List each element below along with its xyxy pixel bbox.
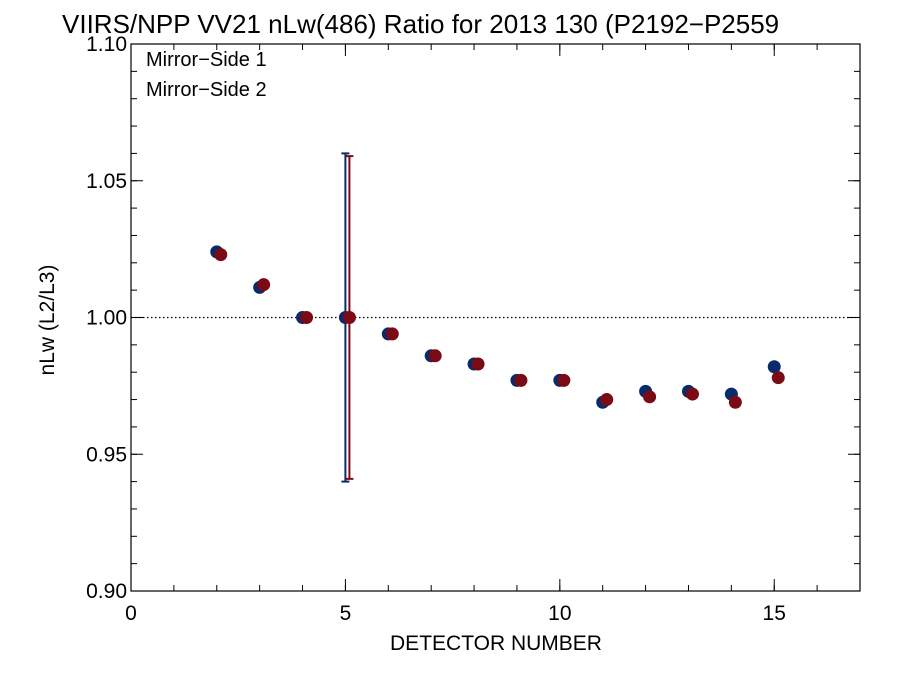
y-tick-label: 0.95 xyxy=(86,443,127,466)
chart-title: VIIRS/NPP VV21 nLw(486) Ratio for 2013 1… xyxy=(62,9,779,39)
data-point-series-1 xyxy=(767,360,781,374)
data-point-series-2 xyxy=(685,387,699,401)
data-point-series-2 xyxy=(643,390,657,404)
x-tick-label: 0 xyxy=(125,602,137,625)
y-tick-label: 1.00 xyxy=(86,307,127,330)
x-axis-label: DETECTOR NUMBER xyxy=(390,632,602,655)
y-axis-label: nLw (L2/L3) xyxy=(36,265,59,376)
data-point-series-2 xyxy=(257,278,271,292)
y-tick-label: 1.10 xyxy=(86,33,127,56)
data-point-series-2 xyxy=(557,373,571,387)
plot-area: 0 5 10 15 0.90 0.95 1.00 1.05 1.10 xyxy=(86,33,861,625)
y-tick-label: 0.90 xyxy=(86,580,127,603)
data-point-series-2 xyxy=(600,393,614,407)
data-point-series-2 xyxy=(471,357,485,371)
data-point-series-2 xyxy=(300,311,314,324)
data-point-series-2 xyxy=(771,371,785,385)
y-tick-label: 1.05 xyxy=(86,170,127,193)
data-point-series-2 xyxy=(214,248,228,262)
data-point-series-2 xyxy=(385,327,399,341)
data-point-series-2 xyxy=(342,311,356,324)
data-point-series-2 xyxy=(514,373,528,387)
data-point-series-2 xyxy=(428,349,442,363)
x-tick-label: 15 xyxy=(763,602,786,625)
legend-entry-mirror-side-1: Mirror−Side 1 xyxy=(146,49,267,71)
data-point-series-2 xyxy=(728,395,742,409)
x-tick-label: 5 xyxy=(340,602,352,625)
legend-entry-mirror-side-2: Mirror−Side 2 xyxy=(146,79,267,101)
x-tick-label: 10 xyxy=(548,602,571,625)
